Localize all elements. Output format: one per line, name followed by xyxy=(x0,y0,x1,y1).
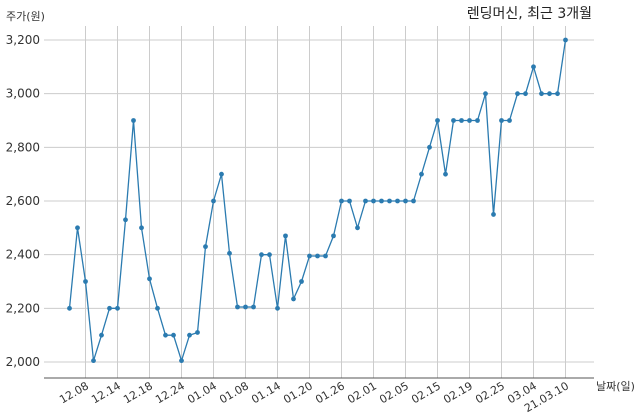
data-point xyxy=(291,296,296,302)
data-point xyxy=(235,304,240,310)
data-point xyxy=(347,198,352,204)
data-point xyxy=(307,253,312,259)
data-point xyxy=(115,305,120,311)
data-point xyxy=(459,118,464,123)
data-point xyxy=(123,217,128,223)
data-point xyxy=(419,171,424,177)
x-tick-label: 01.20 xyxy=(281,379,315,406)
data-point xyxy=(483,91,488,97)
x-axis-label: 날짜(일) xyxy=(596,379,635,393)
data-point xyxy=(243,304,248,310)
data-point xyxy=(355,225,360,231)
data-point xyxy=(371,198,376,204)
data-point xyxy=(163,332,168,338)
data-point xyxy=(515,91,520,97)
series-line xyxy=(68,39,567,363)
data-point xyxy=(363,198,368,204)
y-axis-label: 주가(원) xyxy=(6,10,45,23)
x-tick-label: 02.15 xyxy=(409,379,443,406)
data-point xyxy=(339,198,344,204)
y-tick-label: 2,200 xyxy=(6,301,40,315)
x-tick-label: 12.08 xyxy=(57,379,91,406)
y-tick-label: 2,000 xyxy=(6,355,40,369)
data-point xyxy=(155,305,160,311)
data-point xyxy=(531,64,536,70)
x-tick-labels: 12.0812.1412.1812.2401.0401.0801.1401.20… xyxy=(57,379,571,415)
data-point xyxy=(403,198,408,204)
x-tick-label: 01.04 xyxy=(185,379,219,406)
data-point xyxy=(443,171,448,177)
data-point xyxy=(107,305,112,311)
data-point xyxy=(139,225,144,231)
data-point xyxy=(203,244,208,250)
data-point xyxy=(299,279,304,284)
data-point xyxy=(467,118,472,123)
x-tick-label: 12.18 xyxy=(121,379,155,406)
data-point xyxy=(435,118,440,123)
data-point xyxy=(275,305,280,311)
data-point xyxy=(259,252,264,258)
chart-title: 렌딩머신, 최근 3개월 xyxy=(467,6,592,22)
data-point xyxy=(379,198,384,204)
data-point xyxy=(267,252,272,258)
y-tick-label: 2,800 xyxy=(6,140,40,154)
data-point xyxy=(507,118,512,123)
data-point xyxy=(251,304,256,310)
data-point xyxy=(387,198,392,204)
y-tick-label: 3,200 xyxy=(6,33,40,47)
data-point xyxy=(427,144,432,150)
y-tick-labels: 2,000 2,200 2,400 2,600 2,800 3,000 3,200 xyxy=(6,33,40,369)
x-tick-label: 12.14 xyxy=(89,379,123,406)
data-point xyxy=(131,118,136,123)
data-point xyxy=(323,253,328,259)
data-point xyxy=(283,233,288,239)
data-point xyxy=(219,171,224,177)
x-tick-label: 02.19 xyxy=(441,379,475,406)
data-point xyxy=(451,118,456,123)
data-point xyxy=(187,332,192,338)
data-point xyxy=(179,358,184,364)
x-tick-label: 02.25 xyxy=(473,379,507,406)
x-tick-label: 01.08 xyxy=(217,379,251,406)
data-point xyxy=(411,198,416,204)
data-point xyxy=(499,118,504,123)
data-point xyxy=(83,279,88,284)
data-point xyxy=(75,225,80,231)
x-tick-label: 12.24 xyxy=(153,379,187,406)
x-gridlines xyxy=(85,26,566,378)
data-point xyxy=(195,330,200,335)
data-point xyxy=(539,91,544,97)
data-point xyxy=(315,253,320,259)
data-point xyxy=(91,358,96,364)
y-tick-label: 2,600 xyxy=(6,194,40,208)
data-point xyxy=(147,276,152,282)
data-point xyxy=(395,198,400,204)
data-point xyxy=(67,305,72,311)
data-point xyxy=(547,91,552,97)
x-tick-label: 02.05 xyxy=(377,379,411,406)
data-point xyxy=(491,212,496,217)
data-points xyxy=(67,37,568,364)
data-point xyxy=(227,250,232,256)
data-point xyxy=(171,332,176,338)
data-point xyxy=(211,198,216,204)
y-tick-label: 3,000 xyxy=(6,87,40,101)
data-point xyxy=(475,118,480,123)
data-point xyxy=(523,91,528,97)
x-tick-label: 01.26 xyxy=(313,379,347,406)
x-tick-label: 01.14 xyxy=(249,379,283,406)
data-point xyxy=(563,37,568,43)
y-tick-label: 2,400 xyxy=(6,248,40,262)
data-point xyxy=(555,91,560,97)
x-tick-label: 02.01 xyxy=(345,379,379,406)
data-point xyxy=(99,332,104,338)
data-point xyxy=(331,233,336,239)
